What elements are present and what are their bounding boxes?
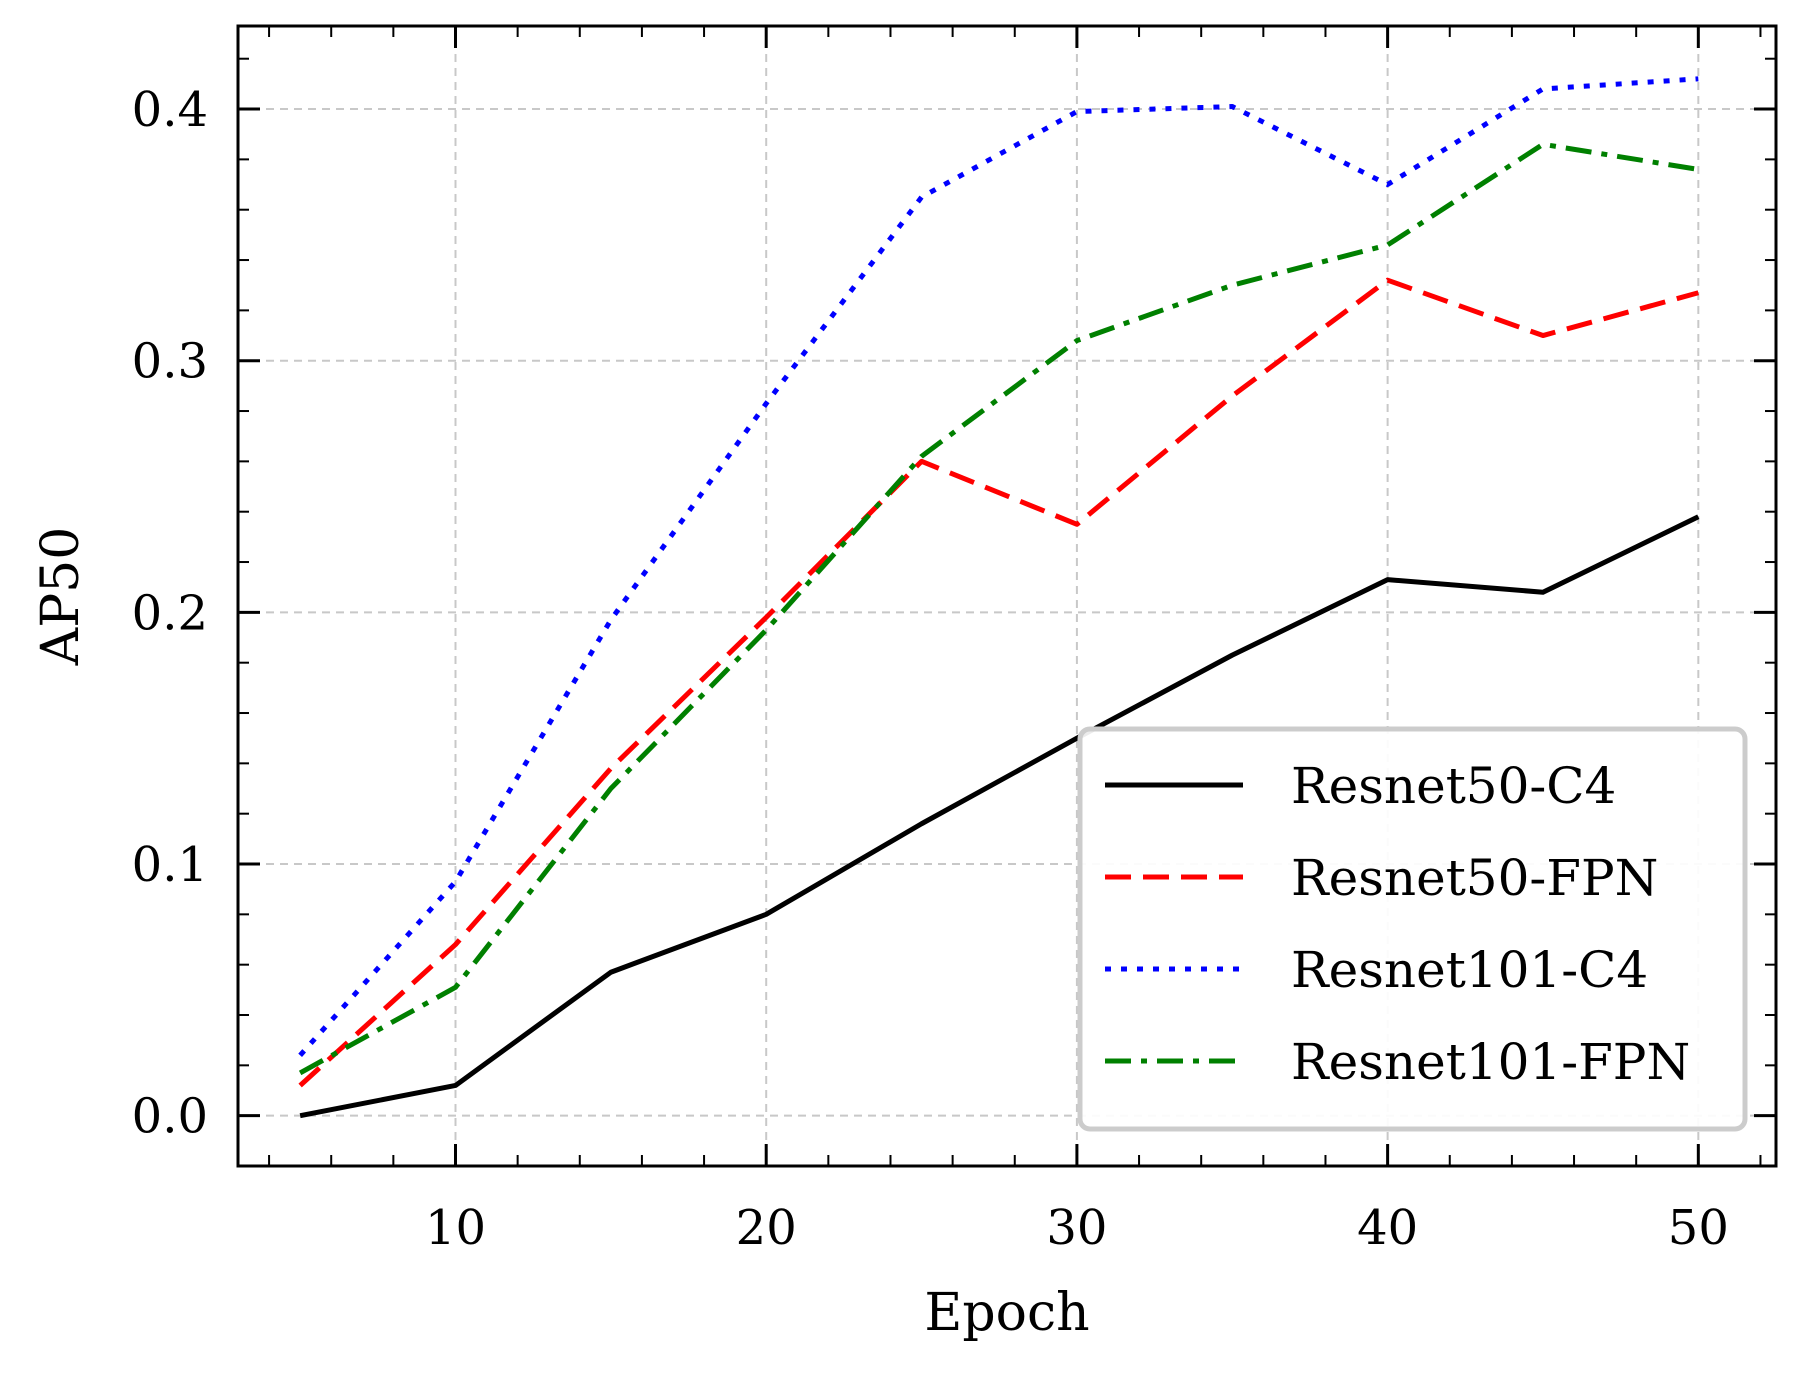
series-line-4 xyxy=(298,141,1699,1076)
x-tick-label: 10 xyxy=(425,1200,486,1256)
legend-label: Resnet50-C4 xyxy=(1291,757,1616,815)
series-group xyxy=(298,76,1700,1119)
legend-box xyxy=(1077,726,1748,1132)
legend-label: Resnet50-FPN xyxy=(1291,849,1658,907)
x-tick-label: 30 xyxy=(1046,1200,1107,1256)
legend: Resnet50-C4 Resnet50-FPN Resnet101-C4 Resne… xyxy=(1077,726,1748,1132)
tick-labels: 10 20 30 40 50 0.0 0.1 0.2 0.3 0.4 xyxy=(132,82,1729,1256)
legend-label: Resnet101-C4 xyxy=(1291,941,1648,999)
y-tick-label: 0.3 xyxy=(132,334,208,390)
series-line-1 xyxy=(299,514,1700,1119)
x-axis-label: Epoch xyxy=(924,1283,1089,1343)
y-axis-label: AP50 xyxy=(31,527,91,667)
legend-label: Resnet101-FPN xyxy=(1291,1033,1690,1091)
plot-frame xyxy=(236,24,1778,1168)
y-tick-label: 0.0 xyxy=(132,1089,208,1145)
x-tick-label: 20 xyxy=(736,1200,797,1256)
series-line-2 xyxy=(298,277,1699,1088)
ticks xyxy=(238,26,1776,1167)
y-tick-label: 0.2 xyxy=(132,585,208,641)
y-tick-label: 0.4 xyxy=(132,82,208,138)
y-tick-label: 0.1 xyxy=(132,837,208,893)
x-tick-label: 40 xyxy=(1357,1200,1418,1256)
x-tick-label: 50 xyxy=(1668,1200,1729,1256)
series-line-3 xyxy=(298,76,1699,1057)
